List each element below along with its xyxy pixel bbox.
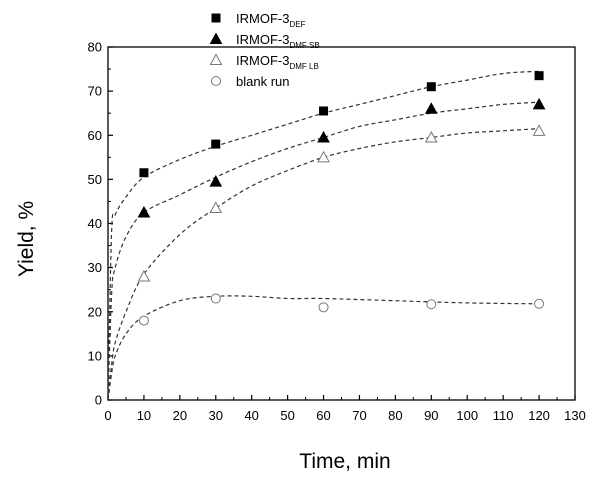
x-axis: 0 10 20 30 40 50 60 70 80 90 100 110 120 130 xyxy=(104,395,586,423)
fit-curve-2 xyxy=(107,101,540,401)
legend-label-main: IRMOF-3 xyxy=(236,32,289,47)
legend-marker-4 xyxy=(211,76,221,86)
data-point-s3 xyxy=(209,201,223,214)
plot-border xyxy=(107,46,576,401)
legend-label-3: IRMOF-3DMF LB xyxy=(236,53,319,71)
legend-label-main: IRMOF-3 xyxy=(236,53,289,68)
data-point-s3 xyxy=(317,150,330,163)
y-axis-title: Yield, % xyxy=(15,201,38,277)
legend-label-subscript: DMF LB xyxy=(289,62,318,71)
data-point-s4 xyxy=(210,293,221,304)
x-tick-label: 60 xyxy=(316,408,330,423)
y-tick-label: 20 xyxy=(88,304,102,319)
y-tick-label: 80 xyxy=(88,40,102,55)
data-point-s1 xyxy=(534,71,544,81)
data-point-s3 xyxy=(137,269,151,282)
fit-curve-4 xyxy=(107,295,540,401)
x-tick-label: 70 xyxy=(352,408,366,423)
x-tick-label: 0 xyxy=(104,408,111,423)
data-point-s4 xyxy=(426,299,437,310)
y-tick-label: 30 xyxy=(88,260,102,275)
legend-label-main: IRMOF-3 xyxy=(236,11,289,26)
x-tick-label: 90 xyxy=(424,408,438,423)
legend-label-subscript: DMF SB xyxy=(289,41,319,50)
data-point-s4 xyxy=(318,302,329,313)
x-axis-title: Time, min xyxy=(299,450,390,473)
y-tick-label: 60 xyxy=(88,128,102,143)
fit-curve-3 xyxy=(107,128,540,401)
fit-curves xyxy=(107,70,540,401)
legend-label-2: IRMOF-3DMF SB xyxy=(236,32,320,50)
data-point-s1 xyxy=(139,168,149,178)
x-tick-label: 80 xyxy=(388,408,402,423)
data-point-s1 xyxy=(319,106,329,116)
y-axis: 0 10 20 30 40 50 60 70 80 xyxy=(88,40,113,408)
data-point-s4 xyxy=(138,315,149,326)
data-point-s1 xyxy=(426,82,436,92)
x-tick-label: 20 xyxy=(173,408,187,423)
data-point-s3 xyxy=(532,124,546,136)
x-tick-label: 50 xyxy=(280,408,294,423)
x-tick-label: 130 xyxy=(564,408,586,423)
plot-area xyxy=(107,46,576,401)
data-point-s1 xyxy=(211,139,221,149)
x-tick-label: 120 xyxy=(528,408,550,423)
x-tick-label: 10 xyxy=(137,408,151,423)
legend-marker-1 xyxy=(211,13,221,23)
data-point-s2 xyxy=(317,130,330,143)
legend-label-4: blank run xyxy=(236,74,289,89)
legend-marker-3 xyxy=(209,53,223,65)
legend-marker-2 xyxy=(209,32,223,44)
x-tick-label: 40 xyxy=(244,408,258,423)
y-tick-label: 0 xyxy=(95,393,102,408)
y-tick-label: 50 xyxy=(88,172,102,187)
legend-label-subscript: DEF xyxy=(289,20,305,29)
data-point-s4 xyxy=(534,298,545,309)
y-tick-label: 40 xyxy=(88,216,102,231)
x-tick-label: 30 xyxy=(209,408,223,423)
x-tick-label: 110 xyxy=(493,408,514,423)
y-tick-label: 10 xyxy=(88,348,102,363)
x-tick-label: 100 xyxy=(456,408,478,423)
data-point-s2 xyxy=(209,175,223,187)
y-tick-label: 70 xyxy=(88,84,102,99)
legend-label-main: blank run xyxy=(236,74,289,89)
data-point-s2 xyxy=(532,97,546,110)
data-point-s3 xyxy=(424,130,438,143)
fit-curve-1 xyxy=(107,70,540,401)
legend-label-1: IRMOF-3DEF xyxy=(236,11,306,29)
data-point-s2 xyxy=(424,102,438,114)
data-point-s2 xyxy=(137,205,151,218)
data-points xyxy=(137,71,546,326)
